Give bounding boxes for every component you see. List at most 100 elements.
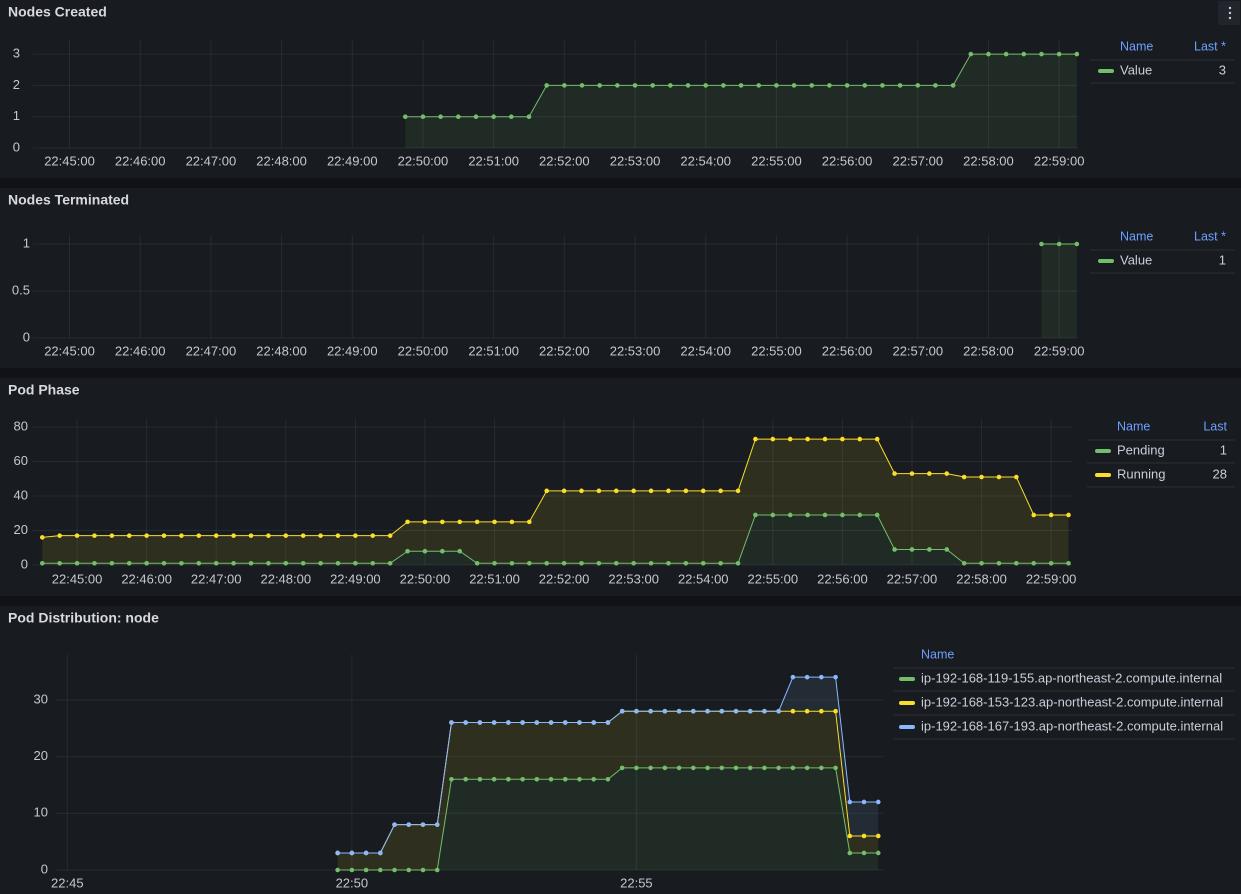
data-point xyxy=(685,83,691,88)
data-point xyxy=(318,533,323,538)
area-fill xyxy=(337,677,879,853)
data-point xyxy=(756,83,762,88)
y-tick-label: 1 xyxy=(13,108,20,123)
data-point xyxy=(1074,51,1080,57)
data-point xyxy=(378,850,383,856)
x-tick-label: 22:47:00 xyxy=(186,343,237,358)
x-tick-label: 22:54:00 xyxy=(678,571,729,586)
data-point xyxy=(666,560,671,566)
x-tick-label: 22:58:00 xyxy=(963,343,1014,358)
data-point xyxy=(944,471,950,476)
y-tick-label: 3 xyxy=(13,46,20,61)
x-tick-label: 22:59:00 xyxy=(1034,343,1085,358)
legend-header: Last * xyxy=(1194,229,1226,243)
data-point xyxy=(463,776,468,782)
panel-menu[interactable] xyxy=(1218,1,1240,25)
data-point xyxy=(822,436,828,442)
legend-label[interactable]: Value xyxy=(1120,62,1152,77)
data-point xyxy=(1066,560,1071,566)
y-tick-label: 20 xyxy=(14,522,28,537)
data-point xyxy=(109,560,115,566)
data-point xyxy=(733,708,739,714)
x-tick-label: 22:46:00 xyxy=(115,153,166,168)
data-point xyxy=(631,488,636,494)
y-tick-label: 0 xyxy=(13,139,20,154)
legend-last-value: 1 xyxy=(1219,252,1226,267)
data-point xyxy=(527,519,532,525)
data-point xyxy=(705,765,710,771)
data-point xyxy=(39,535,45,540)
data-point xyxy=(735,488,741,494)
data-point xyxy=(213,560,219,566)
data-point xyxy=(844,83,850,88)
x-tick-label: 22:53:00 xyxy=(610,153,661,168)
data-point xyxy=(804,765,810,771)
legend-label[interactable]: ip-192-168-167-193.ap-northeast-2.comput… xyxy=(921,718,1223,733)
legend-label[interactable]: ip-192-168-153-123.ap-northeast-2.comput… xyxy=(921,694,1223,709)
data-point xyxy=(526,114,532,119)
data-point xyxy=(874,436,880,442)
y-tick-label: 0 xyxy=(41,861,48,876)
data-point xyxy=(527,560,532,566)
data-point xyxy=(561,560,567,566)
x-tick-label: 22:57:00 xyxy=(892,343,943,358)
data-point xyxy=(363,850,369,856)
x-tick-label: 22:52:00 xyxy=(539,343,590,358)
x-tick-label: 22:56:00 xyxy=(822,153,873,168)
legend-label[interactable]: Pending xyxy=(1117,442,1165,457)
data-point xyxy=(420,822,426,827)
data-point xyxy=(544,488,550,494)
data-point xyxy=(126,560,132,566)
data-point xyxy=(506,776,511,782)
data-point xyxy=(434,822,440,827)
data-point xyxy=(387,533,393,538)
data-point xyxy=(449,776,454,782)
data-point xyxy=(562,720,568,725)
data-point xyxy=(449,720,454,725)
data-point xyxy=(861,850,867,856)
y-tick-label: 0 xyxy=(21,556,28,571)
data-point xyxy=(74,560,80,566)
data-point xyxy=(927,547,932,552)
data-point xyxy=(996,474,1002,480)
data-point xyxy=(719,765,725,771)
x-tick-label: 22:51:00 xyxy=(468,343,519,358)
data-point xyxy=(787,436,793,442)
data-point xyxy=(353,533,358,538)
data-point xyxy=(509,560,515,566)
x-tick-label: 22:59:00 xyxy=(1026,571,1077,586)
data-point xyxy=(833,708,838,714)
x-tick-label: 22:45:00 xyxy=(44,343,95,358)
data-point xyxy=(109,533,115,538)
data-point xyxy=(457,548,463,554)
legend-header: Name xyxy=(1117,419,1150,433)
data-point xyxy=(950,83,956,88)
data-point xyxy=(857,512,863,518)
data-point xyxy=(506,720,511,725)
data-point xyxy=(927,471,932,476)
x-tick-label: 22:50 xyxy=(336,875,369,890)
legend-label[interactable]: ip-192-168-119-155.ap-northeast-2.comput… xyxy=(921,670,1222,685)
data-point xyxy=(753,512,758,518)
data-point xyxy=(579,488,584,494)
x-tick-label: 22:57:00 xyxy=(887,571,938,586)
data-point xyxy=(562,776,568,782)
data-point xyxy=(406,822,412,827)
data-point xyxy=(1066,512,1071,518)
area-fill xyxy=(405,54,1077,148)
data-point xyxy=(996,560,1002,566)
data-point xyxy=(402,114,408,119)
data-point xyxy=(387,560,393,566)
data-point xyxy=(596,560,602,566)
data-point xyxy=(875,850,881,856)
x-tick-label: 22:54:00 xyxy=(680,153,731,168)
legend-label[interactable]: Running xyxy=(1117,466,1165,481)
data-point xyxy=(747,708,753,714)
data-point xyxy=(847,799,853,805)
data-point xyxy=(477,776,483,782)
data-point xyxy=(668,83,673,88)
data-point xyxy=(74,533,80,538)
x-tick-label: 22:49:00 xyxy=(330,571,381,586)
data-point xyxy=(787,512,793,518)
legend-label[interactable]: Value xyxy=(1120,252,1152,267)
